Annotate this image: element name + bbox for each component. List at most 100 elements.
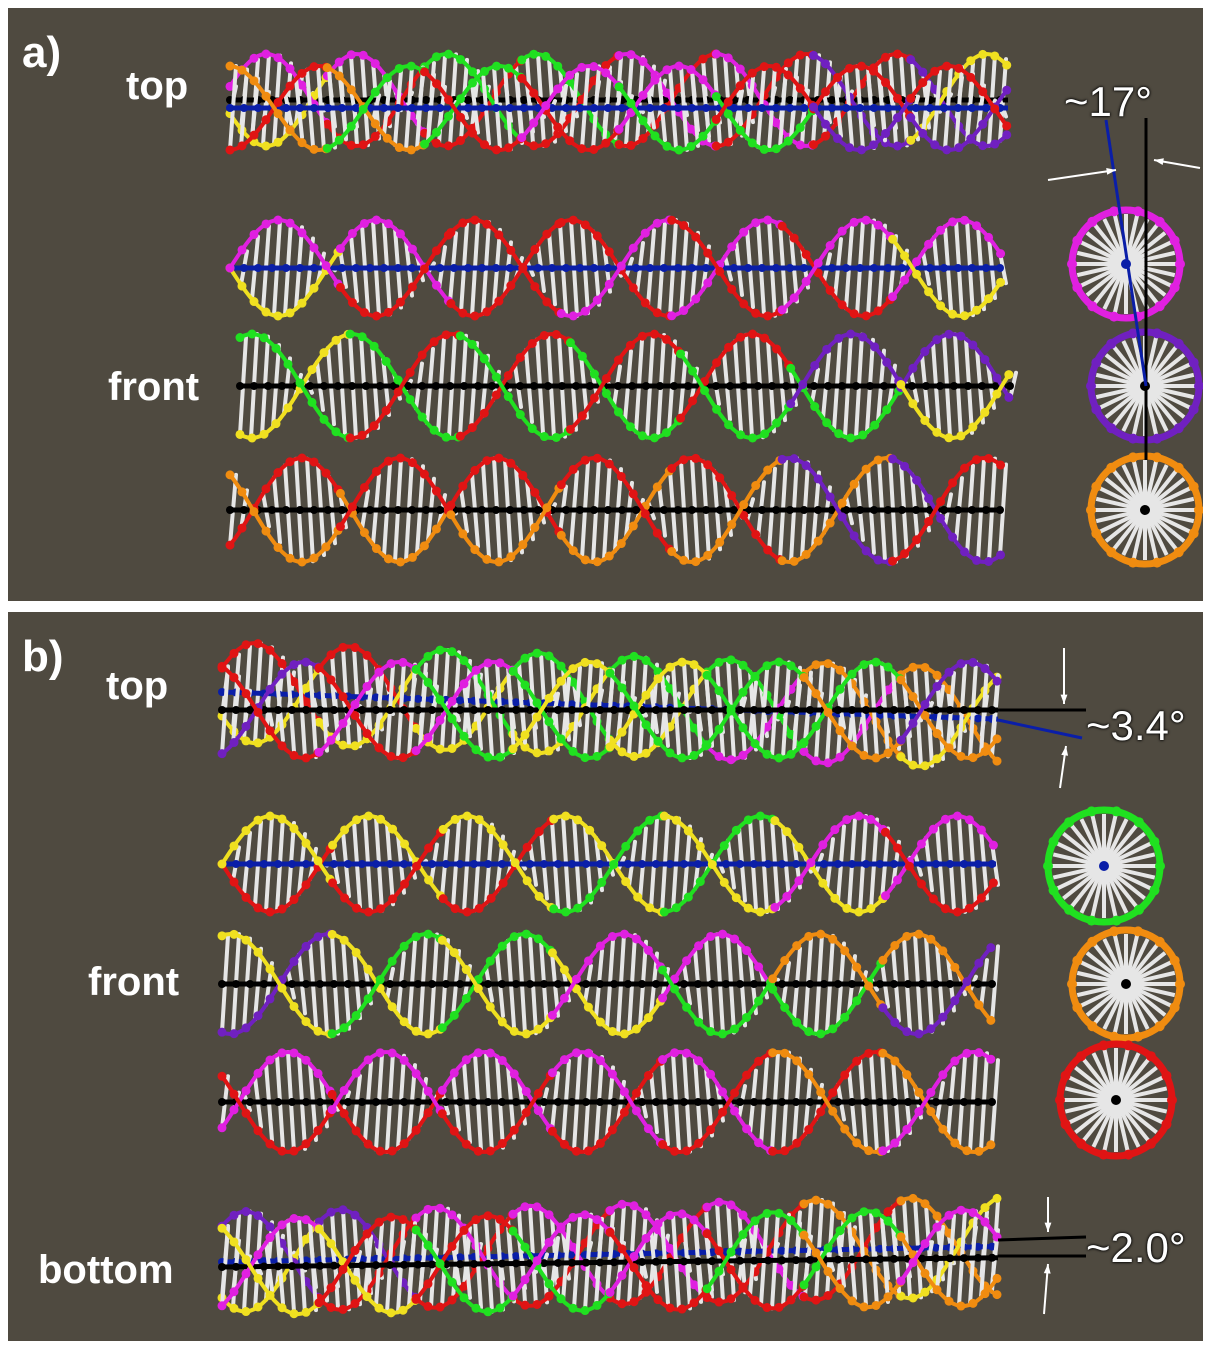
nucleotide bbox=[789, 233, 799, 243]
nucleotide bbox=[688, 396, 698, 406]
nucleotide bbox=[559, 1139, 569, 1149]
nucleotide bbox=[235, 429, 245, 439]
axis-node bbox=[422, 96, 430, 104]
nucleotide bbox=[241, 689, 251, 699]
panel-a-top-label: top bbox=[126, 64, 189, 108]
nucleotide bbox=[589, 144, 599, 154]
nucleotide bbox=[1152, 452, 1163, 463]
nucleotide bbox=[1145, 1051, 1156, 1062]
axis-node bbox=[660, 264, 668, 272]
a-end-wheel-3 bbox=[1086, 452, 1203, 568]
nucleotide bbox=[1169, 235, 1180, 246]
nucleotide bbox=[809, 50, 818, 60]
nucleotide bbox=[495, 1214, 505, 1224]
backbone-strand bbox=[550, 1060, 662, 1154]
nucleotide bbox=[1188, 404, 1199, 415]
nucleotide bbox=[1127, 433, 1138, 444]
nucleotide bbox=[837, 226, 847, 236]
nucleotide bbox=[551, 330, 561, 340]
axis-node bbox=[694, 980, 702, 988]
nucleotide bbox=[289, 1048, 299, 1058]
axis-node bbox=[800, 506, 808, 514]
nucleotide bbox=[559, 1055, 569, 1065]
backbone-strand bbox=[239, 332, 349, 441]
axis-node bbox=[862, 860, 870, 868]
axis-node bbox=[982, 264, 990, 272]
nucleotide bbox=[920, 1268, 930, 1278]
nucleotide bbox=[508, 744, 518, 754]
backbone-strand bbox=[891, 217, 1003, 298]
axis-node bbox=[442, 1098, 450, 1106]
nucleotide bbox=[755, 811, 765, 821]
nucleotide bbox=[237, 245, 247, 255]
nucleotide bbox=[1145, 1138, 1156, 1149]
nucleotide bbox=[374, 1303, 384, 1313]
nucleotide bbox=[715, 266, 725, 276]
axis-node bbox=[554, 860, 562, 868]
nucleotide bbox=[883, 1207, 893, 1217]
nucleotide bbox=[249, 507, 259, 517]
nucleotide bbox=[852, 1056, 862, 1066]
nucleotide bbox=[322, 143, 332, 153]
dimension-arrow bbox=[1047, 169, 1117, 181]
nucleotide bbox=[703, 460, 713, 470]
nucleotide bbox=[962, 1048, 972, 1058]
axis-node bbox=[470, 860, 478, 868]
nucleotide bbox=[583, 956, 593, 966]
nucleotide bbox=[706, 931, 716, 941]
nucleotide bbox=[346, 121, 356, 131]
nucleotide bbox=[837, 498, 847, 508]
nucleotide bbox=[495, 752, 505, 762]
nucleotide bbox=[473, 1048, 483, 1058]
nucleotide bbox=[823, 707, 833, 717]
nucleotide bbox=[217, 1301, 227, 1311]
nucleotide bbox=[482, 307, 492, 317]
axis-node bbox=[386, 980, 394, 988]
nucleotide bbox=[809, 102, 818, 112]
nucleotide bbox=[691, 294, 701, 304]
axis-node bbox=[820, 860, 828, 868]
axis-node bbox=[372, 1098, 380, 1106]
backbone-strand bbox=[559, 469, 671, 565]
nucleotide bbox=[780, 1003, 790, 1013]
nucleotide bbox=[1087, 301, 1098, 312]
nucleotide bbox=[706, 1125, 716, 1135]
backbone-strand bbox=[220, 1075, 332, 1154]
nucleotide bbox=[777, 454, 787, 464]
nucleotide bbox=[727, 490, 737, 500]
nucleotide bbox=[821, 59, 830, 69]
nucleotide bbox=[1173, 547, 1184, 558]
axis-node bbox=[274, 860, 282, 868]
nucleotide bbox=[1072, 282, 1083, 293]
axis-node bbox=[582, 1098, 590, 1106]
nucleotide bbox=[381, 356, 391, 366]
axis-node bbox=[554, 1258, 562, 1267]
nucleotide bbox=[363, 964, 373, 974]
nucleotide bbox=[823, 1243, 833, 1253]
nucleotide bbox=[473, 984, 483, 994]
nucleotide bbox=[799, 1292, 809, 1302]
axis-node bbox=[520, 104, 528, 112]
nucleotide bbox=[928, 824, 938, 834]
axis-node bbox=[232, 706, 240, 714]
axis-node bbox=[806, 980, 814, 988]
nucleotide bbox=[930, 66, 940, 76]
nucleotide bbox=[900, 275, 910, 285]
nucleotide bbox=[411, 746, 421, 756]
axis-node bbox=[974, 1098, 982, 1106]
nucleotide bbox=[568, 311, 578, 321]
backbone-strand bbox=[228, 473, 340, 565]
nucleotide bbox=[265, 1233, 275, 1243]
nucleotide bbox=[229, 1089, 239, 1099]
nucleotide bbox=[253, 1211, 263, 1221]
axis-node bbox=[730, 104, 738, 112]
nucleotide bbox=[896, 752, 906, 762]
nucleotide bbox=[1072, 235, 1083, 246]
axis-node bbox=[848, 706, 856, 714]
axis-node bbox=[236, 382, 244, 390]
nucleotide bbox=[912, 475, 922, 485]
axis-node bbox=[414, 1254, 422, 1263]
nucleotide bbox=[706, 1027, 716, 1037]
nucleotide bbox=[938, 1070, 948, 1080]
nucleotide bbox=[883, 662, 893, 672]
